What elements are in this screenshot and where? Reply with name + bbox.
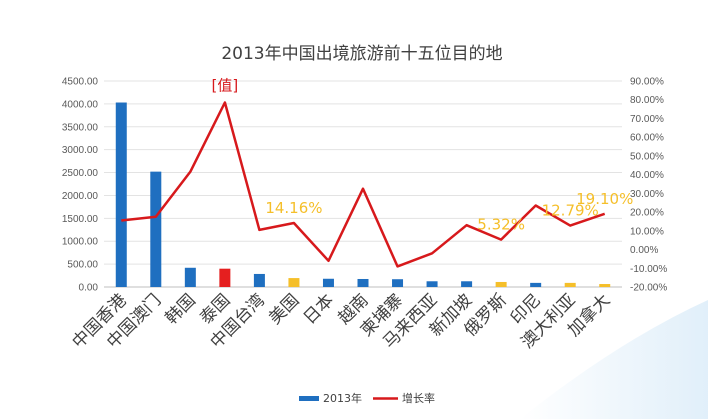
bar: [599, 284, 611, 287]
left-tick-label: 4500.00: [62, 77, 99, 88]
right-axis-ticks: -20.00% -10.00% 0.00% 10.00% 20.00% 30.00% 40.…: [630, 77, 667, 294]
bar: [392, 279, 404, 287]
legend: 2013年 增长率: [299, 391, 435, 405]
left-tick-label: 2000.00: [62, 191, 99, 202]
bar: [357, 278, 369, 287]
left-tick-label: 4000.00: [62, 99, 99, 110]
right-tick-label: 20.00%: [630, 208, 664, 219]
data-label: 14.16%: [265, 199, 322, 217]
right-tick-label: 30.00%: [630, 189, 664, 200]
chart-title: 2013年中国出境旅游前十五位目的地: [221, 44, 502, 64]
line-series: [121, 101, 606, 268]
bar-series: [115, 102, 611, 287]
left-tick-label: 3500.00: [62, 122, 99, 133]
data-label: 19.10%: [576, 190, 633, 208]
left-tick-label: 1500.00: [62, 214, 99, 225]
category-labels: 中国香港中国澳门韩国泰国中国台湾美国日本越南柬埔寨马来西亚新加坡俄罗斯印尼澳大利…: [69, 290, 615, 353]
bar: [288, 278, 300, 287]
right-tick-label: 40.00%: [630, 170, 664, 181]
left-tick-label: 2500.00: [62, 168, 99, 179]
data-label: 5.32%: [477, 216, 525, 234]
legend-bar-label: 2013年: [323, 391, 362, 405]
right-tick-label: 70.00%: [630, 114, 664, 125]
right-tick-label: 90.00%: [630, 77, 664, 88]
data-label: 12.79%: [542, 202, 599, 220]
right-tick-label: -20.00%: [630, 283, 667, 294]
bar: [564, 282, 576, 287]
bar: [184, 267, 196, 287]
left-tick-label: 1000.00: [62, 237, 99, 248]
right-tick-label: 50.00%: [630, 151, 664, 162]
bar: [219, 268, 231, 287]
category-label: 韩国: [162, 290, 200, 328]
legend-line-label: 增长率: [402, 391, 435, 405]
bar: [461, 281, 473, 287]
bar: [115, 102, 127, 287]
left-tick-label: 0.00: [79, 283, 99, 294]
bar: [253, 273, 265, 287]
background-swoosh: [520, 300, 708, 419]
bar: [426, 281, 438, 287]
right-tick-label: 0.00%: [630, 245, 658, 256]
bar: [495, 281, 507, 287]
bar: [530, 282, 542, 287]
left-tick-label: 500.00: [67, 260, 98, 271]
right-tick-label: 60.00%: [630, 133, 664, 144]
left-tick-label: 3000.00: [62, 145, 99, 156]
annotations: [值] 14.16% 5.32% 12.79%19.10%: [212, 77, 634, 234]
bar: [322, 278, 334, 287]
data-label: [值]: [212, 77, 239, 95]
legend-bar-swatch: [299, 396, 319, 401]
category-label: 日本: [300, 290, 338, 328]
left-axis-ticks: 0.00 500.00 1000.00 1500.00 2000.00 2500.00 30…: [62, 77, 99, 294]
right-tick-label: 80.00%: [630, 95, 664, 106]
bar: [150, 171, 162, 287]
right-tick-label: 10.00%: [630, 226, 664, 237]
right-tick-label: -10.00%: [630, 264, 667, 275]
growth-rate-line: [121, 101, 606, 268]
category-label: 美国: [265, 290, 303, 328]
